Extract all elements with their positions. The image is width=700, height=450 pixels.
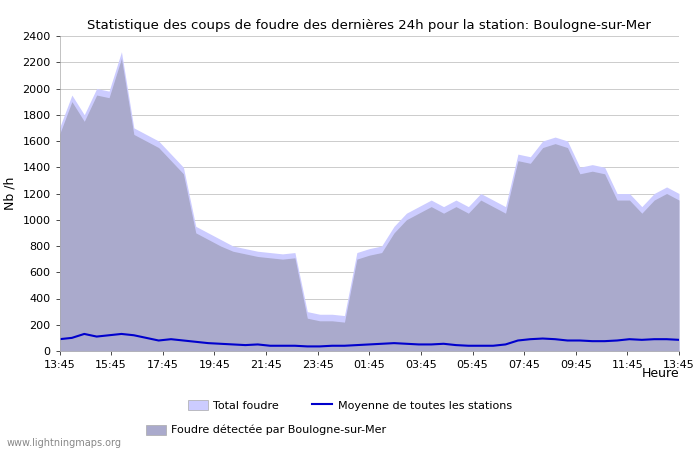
Text: www.lightningmaps.org: www.lightningmaps.org [7, 438, 122, 448]
Title: Statistique des coups de foudre des dernières 24h pour la station: Boulogne-sur-: Statistique des coups de foudre des dern… [88, 19, 651, 32]
Legend: Total foudre, Moyenne de toutes les stations: Total foudre, Moyenne de toutes les stat… [188, 400, 512, 411]
Legend: Foudre détectée par Boulogne-sur-Mer: Foudre détectée par Boulogne-sur-Mer [146, 425, 386, 436]
Y-axis label: Nb /h: Nb /h [4, 177, 17, 210]
Text: Heure: Heure [641, 367, 679, 380]
